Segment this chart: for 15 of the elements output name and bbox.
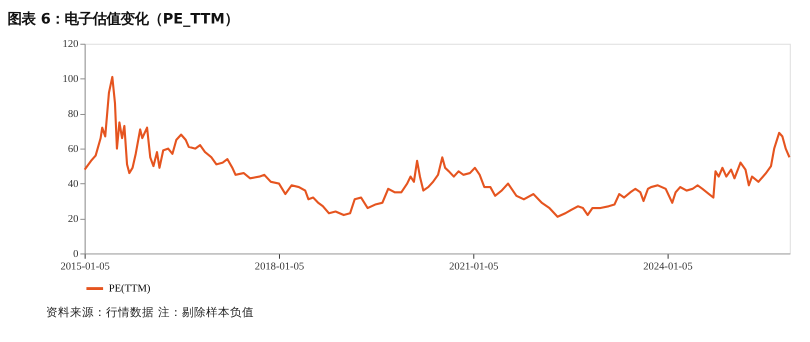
- x-tick-label: 2018-01-05: [254, 261, 304, 272]
- x-tick-label: 2024-01-05: [643, 261, 693, 272]
- line-series: [84, 76, 791, 218]
- x-tick-label: 2021-01-05: [449, 261, 498, 272]
- chart-title: 图表 6：电子估值变化（PE_TTM）: [8, 10, 239, 28]
- y-tick-label: 0: [73, 248, 78, 260]
- y-tick-label: 20: [68, 214, 78, 225]
- y-tick-label: 100: [62, 74, 78, 86]
- legend-label: PE(TTM): [108, 283, 151, 294]
- y-tick-label: 80: [68, 109, 78, 120]
- y-tick-label: 120: [62, 39, 78, 50]
- y-tick-label: 60: [68, 144, 78, 155]
- text: 资料来源：行情数据 注：剔除样本负值: [46, 304, 254, 319]
- x-tick-label: 2015-01-05: [60, 261, 110, 272]
- y-tick-label: 40: [68, 178, 78, 190]
